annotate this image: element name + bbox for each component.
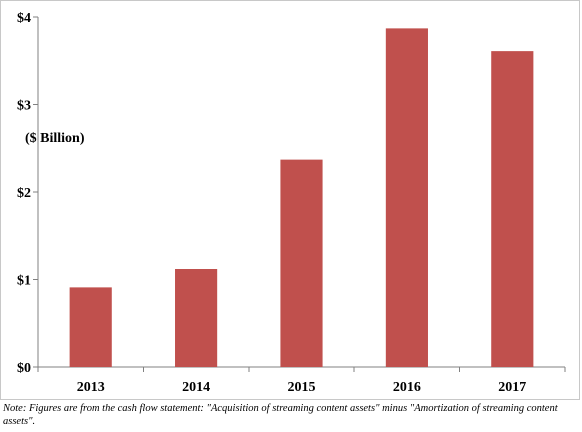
bar-chart: $0 $1 $2 $3 $4 2013 2014 2015 2016 2017 ($ Billi… — [17, 11, 566, 395]
bar-2017 — [491, 51, 534, 367]
x-axis: 2013 2014 2015 2016 2017 — [37, 366, 566, 395]
y-tick-label: $0 — [17, 361, 31, 376]
x-tick-label: 2016 — [393, 380, 421, 395]
chart-frame: $0 $1 $2 $3 $4 2013 2014 2015 2016 2017 ($ Billi… — [0, 0, 580, 400]
x-tick-label: 2013 — [77, 380, 105, 395]
x-tick-label: 2017 — [498, 380, 526, 395]
x-tick-label: 2015 — [288, 380, 316, 395]
unit-label: ($ Billion) — [25, 131, 85, 146]
footnote: Note: Figures are from the cash flow sta… — [3, 403, 558, 427]
bars — [69, 28, 534, 367]
y-tick-label: $2 — [17, 186, 31, 201]
y-axis: $0 $1 $2 $3 $4 — [17, 11, 39, 376]
bar-2013 — [69, 287, 112, 367]
bar-2016 — [385, 28, 428, 367]
bar-2014 — [175, 269, 218, 367]
bar-2015 — [280, 159, 323, 367]
y-tick-label: $3 — [17, 99, 31, 114]
y-tick-label: $4 — [17, 11, 31, 26]
x-tick-label: 2014 — [182, 380, 210, 395]
y-tick-label: $1 — [17, 274, 31, 289]
